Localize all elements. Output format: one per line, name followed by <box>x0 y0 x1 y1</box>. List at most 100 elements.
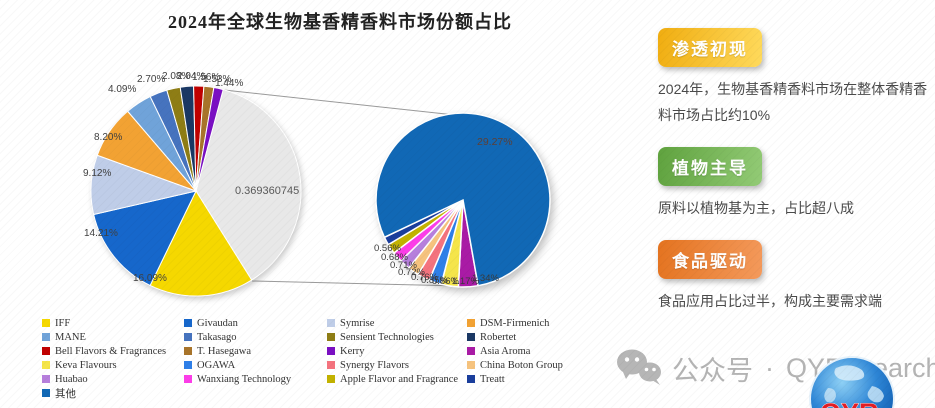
legend-label-4: MANE <box>55 331 86 343</box>
legend-item-14: Synergy Flavors <box>327 359 467 371</box>
legend-label-3: DSM-Firmenich <box>480 317 550 329</box>
legend-item-8: Bell Flavors & Fragrances <box>42 345 184 357</box>
main-pie-slice-11 <box>195 86 224 192</box>
legend-swatch-2 <box>327 319 335 327</box>
legend-label-9: T. Hasegawa <box>197 345 252 357</box>
legend-item-19: Treatt <box>467 373 607 385</box>
legend-swatch-16 <box>42 375 50 383</box>
legend-label-6: Sensient Technologies <box>340 331 434 343</box>
legend-label-10: Kerry <box>340 345 365 357</box>
legend-item-10: Kerry <box>327 345 467 357</box>
subpie-label-other: 29.27% <box>477 136 513 148</box>
legend-item-3: DSM-Firmenich <box>467 317 607 329</box>
legend-label-15: China Boton Group <box>480 359 563 371</box>
subpie-label-asia: 1.34% <box>472 273 499 284</box>
watermark-separator: · <box>765 352 774 383</box>
pie-label-sensient: 2.08% <box>162 71 191 82</box>
legend-swatch-13 <box>184 361 192 369</box>
qyresearch-logo: QYR ESEARCH <box>809 356 922 408</box>
legend-label-12: Keva Flavours <box>55 359 117 371</box>
legend-swatch-10 <box>327 347 335 355</box>
legend-swatch-11 <box>467 347 475 355</box>
pie-label-iff: 16.09% <box>133 273 167 284</box>
logo-text-primary: QYR <box>820 398 879 408</box>
legend-label-19: Treatt <box>480 373 505 385</box>
legend-swatch-4 <box>42 333 50 341</box>
globe-continent-east <box>867 386 884 403</box>
legend-item-4: MANE <box>42 331 184 343</box>
legend-item-9: T. Hasegawa <box>184 345 327 357</box>
legend-item-16: Huabao <box>42 373 184 385</box>
pie-label-mane: 4.09% <box>108 84 137 95</box>
insight-badge-plant: 植物主导 <box>658 146 762 186</box>
sub-pie-chart <box>375 112 551 288</box>
legend-item-15: China Boton Group <box>467 359 607 371</box>
legend-item-6: Sensient Technologies <box>327 331 467 343</box>
pie-label-symrise: 9.12% <box>83 168 112 179</box>
subpie-label-apple: 0.68% <box>381 252 408 263</box>
legend-label-2: Symrise <box>340 317 375 329</box>
main-pie-slice-1 <box>149 189 253 297</box>
legend-swatch-3 <box>467 319 475 327</box>
legend-item-0: IFF <box>42 317 184 329</box>
legend-label-20: 其他 <box>55 388 76 400</box>
legend-item-18: Apple Flavor and Fragrance <box>327 373 467 385</box>
legend-swatch-0 <box>42 319 50 327</box>
legend-label-13: OGAWA <box>197 359 236 371</box>
legend-item-20: 其他 <box>42 387 184 399</box>
legend-label-18: Apple Flavor and Fragrance <box>340 373 459 385</box>
legend-label-16: Huabao <box>55 373 88 385</box>
legend-swatch-20 <box>42 389 50 397</box>
pie-label-kerry: 1.44% <box>215 78 244 89</box>
globe-continent-north <box>834 365 865 381</box>
legend: IFF Givaudan Symrise DSM-Firmenich MANE Takas… <box>42 317 632 399</box>
connector-line-bottom <box>251 280 463 287</box>
legend-swatch-18 <box>327 375 335 383</box>
subpie-label-keva: 1.17% <box>452 276 479 287</box>
subpie-label-huabao: 0.72% <box>398 267 425 278</box>
legend-item-2: Symrise <box>327 317 467 329</box>
legend-swatch-19 <box>467 375 475 383</box>
wechat-icon <box>617 349 661 385</box>
legend-label-8: Bell Flavors & Fragrances <box>55 345 167 357</box>
subpie-label-ogawa: 0.86% <box>432 276 459 287</box>
pie-label-givaudan: 14.21% <box>84 228 118 239</box>
legend-item-5: Takasago <box>184 331 327 343</box>
legend-swatch-6 <box>327 333 335 341</box>
insight-text-penetration: 2024年，生物基香精香料市场在整体香精香料市场占比约10% <box>658 81 928 123</box>
legend-item-1: Givaudan <box>184 317 327 329</box>
subpie-label-boton: 0.76% <box>411 272 438 283</box>
legend-label-11: Asia Aroma <box>480 345 531 357</box>
legend-item-13: OGAWA <box>184 359 327 371</box>
sub-pie-slice-9 <box>375 112 551 287</box>
pie-label-hasegawa: 1.53% <box>203 74 232 85</box>
legend-swatch-8 <box>42 347 50 355</box>
insight-text-food: 食品应用占比过半，构成主要需求端 <box>658 292 882 309</box>
pie-label-robertet: 2.04% <box>177 71 206 82</box>
legend-swatch-7 <box>467 333 475 341</box>
legend-item-11: Asia Aroma <box>467 345 607 357</box>
legend-item-12: Keva Flavours <box>42 359 184 371</box>
legend-swatch-9 <box>184 347 192 355</box>
legend-label-17: Wanxiang Technology <box>197 373 292 385</box>
legend-swatch-12 <box>42 361 50 369</box>
legend-label-0: IFF <box>55 317 71 329</box>
legend-label-1: Givaudan <box>197 317 238 329</box>
legend-label-14: Synergy Flavors <box>340 359 409 371</box>
legend-swatch-15 <box>467 361 475 369</box>
legend-label-7: Robertet <box>480 331 517 343</box>
chart-title: 2024年全球生物基香精香料市场份额占比 <box>168 12 512 32</box>
pie-label-other: 0.369360745 <box>235 185 300 197</box>
subpie-label-synergy: 0.85% <box>421 275 448 286</box>
subpie-label-wanxiang: 0.71% <box>390 260 417 271</box>
legend-swatch-17 <box>184 375 192 383</box>
connector-line-top <box>223 89 456 116</box>
pie-label-bell: 1.56% <box>192 72 221 83</box>
insight-badge-penetration: 渗透初现 <box>658 28 762 67</box>
legend-item-17: Wanxiang Technology <box>184 373 327 385</box>
legend-label-5: Takasago <box>197 331 237 343</box>
legend-swatch-5 <box>184 333 192 341</box>
pie-label-takasago: 2.70% <box>137 74 166 85</box>
